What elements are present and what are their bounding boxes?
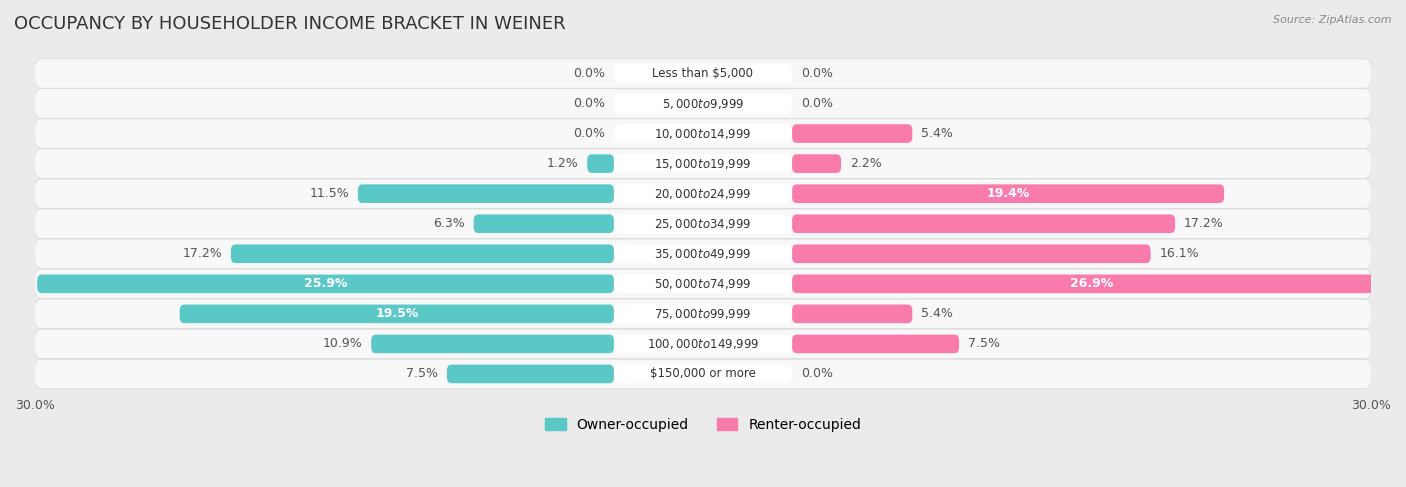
Text: 11.5%: 11.5% <box>309 187 349 200</box>
Text: Source: ZipAtlas.com: Source: ZipAtlas.com <box>1274 15 1392 25</box>
Text: 0.0%: 0.0% <box>801 368 832 380</box>
FancyBboxPatch shape <box>35 209 1371 239</box>
FancyBboxPatch shape <box>588 154 614 173</box>
Text: 1.2%: 1.2% <box>547 157 578 170</box>
FancyBboxPatch shape <box>792 154 841 173</box>
FancyBboxPatch shape <box>447 365 614 383</box>
Text: 5.4%: 5.4% <box>921 127 953 140</box>
Text: $75,000 to $99,999: $75,000 to $99,999 <box>654 307 752 321</box>
Text: 16.1%: 16.1% <box>1160 247 1199 260</box>
Text: 0.0%: 0.0% <box>574 97 605 110</box>
FancyBboxPatch shape <box>35 149 1371 178</box>
Text: 26.9%: 26.9% <box>1070 277 1114 290</box>
Text: $25,000 to $34,999: $25,000 to $34,999 <box>654 217 752 231</box>
Text: $150,000 or more: $150,000 or more <box>650 368 756 380</box>
FancyBboxPatch shape <box>474 214 614 233</box>
FancyBboxPatch shape <box>35 239 1371 268</box>
Text: $50,000 to $74,999: $50,000 to $74,999 <box>654 277 752 291</box>
Text: $10,000 to $14,999: $10,000 to $14,999 <box>654 127 752 141</box>
FancyBboxPatch shape <box>614 154 792 173</box>
Text: 0.0%: 0.0% <box>574 67 605 80</box>
FancyBboxPatch shape <box>792 185 1225 203</box>
FancyBboxPatch shape <box>614 275 792 293</box>
FancyBboxPatch shape <box>792 304 912 323</box>
FancyBboxPatch shape <box>35 119 1371 149</box>
Text: $15,000 to $19,999: $15,000 to $19,999 <box>654 157 752 170</box>
FancyBboxPatch shape <box>792 275 1391 293</box>
FancyBboxPatch shape <box>35 89 1371 118</box>
FancyBboxPatch shape <box>231 244 614 263</box>
Text: 2.2%: 2.2% <box>851 157 882 170</box>
FancyBboxPatch shape <box>792 244 1150 263</box>
Text: 7.5%: 7.5% <box>406 368 439 380</box>
FancyBboxPatch shape <box>792 124 912 143</box>
Text: $5,000 to $9,999: $5,000 to $9,999 <box>662 96 744 111</box>
FancyBboxPatch shape <box>614 365 792 383</box>
Text: 6.3%: 6.3% <box>433 217 465 230</box>
FancyBboxPatch shape <box>614 304 792 323</box>
FancyBboxPatch shape <box>35 179 1371 208</box>
Text: $100,000 to $149,999: $100,000 to $149,999 <box>647 337 759 351</box>
Text: $20,000 to $24,999: $20,000 to $24,999 <box>654 187 752 201</box>
Text: 19.4%: 19.4% <box>987 187 1029 200</box>
Legend: Owner-occupied, Renter-occupied: Owner-occupied, Renter-occupied <box>538 412 868 437</box>
FancyBboxPatch shape <box>614 124 792 143</box>
Text: 0.0%: 0.0% <box>801 97 832 110</box>
FancyBboxPatch shape <box>35 359 1371 389</box>
Text: $35,000 to $49,999: $35,000 to $49,999 <box>654 247 752 261</box>
Text: 10.9%: 10.9% <box>322 337 363 351</box>
Text: 5.4%: 5.4% <box>921 307 953 320</box>
Text: 0.0%: 0.0% <box>801 67 832 80</box>
Text: Less than $5,000: Less than $5,000 <box>652 67 754 80</box>
FancyBboxPatch shape <box>614 244 792 263</box>
Text: OCCUPANCY BY HOUSEHOLDER INCOME BRACKET IN WEINER: OCCUPANCY BY HOUSEHOLDER INCOME BRACKET … <box>14 15 565 33</box>
Text: 17.2%: 17.2% <box>183 247 222 260</box>
FancyBboxPatch shape <box>614 185 792 203</box>
FancyBboxPatch shape <box>614 214 792 233</box>
FancyBboxPatch shape <box>35 329 1371 358</box>
FancyBboxPatch shape <box>792 335 959 353</box>
FancyBboxPatch shape <box>614 94 792 113</box>
Text: 17.2%: 17.2% <box>1184 217 1223 230</box>
FancyBboxPatch shape <box>35 59 1371 88</box>
FancyBboxPatch shape <box>35 269 1371 299</box>
FancyBboxPatch shape <box>614 335 792 353</box>
Text: 7.5%: 7.5% <box>967 337 1000 351</box>
FancyBboxPatch shape <box>37 275 614 293</box>
Text: 25.9%: 25.9% <box>304 277 347 290</box>
FancyBboxPatch shape <box>792 214 1175 233</box>
Text: 0.0%: 0.0% <box>574 127 605 140</box>
Text: 19.5%: 19.5% <box>375 307 419 320</box>
FancyBboxPatch shape <box>371 335 614 353</box>
FancyBboxPatch shape <box>35 299 1371 329</box>
FancyBboxPatch shape <box>359 185 614 203</box>
FancyBboxPatch shape <box>180 304 614 323</box>
FancyBboxPatch shape <box>614 64 792 83</box>
